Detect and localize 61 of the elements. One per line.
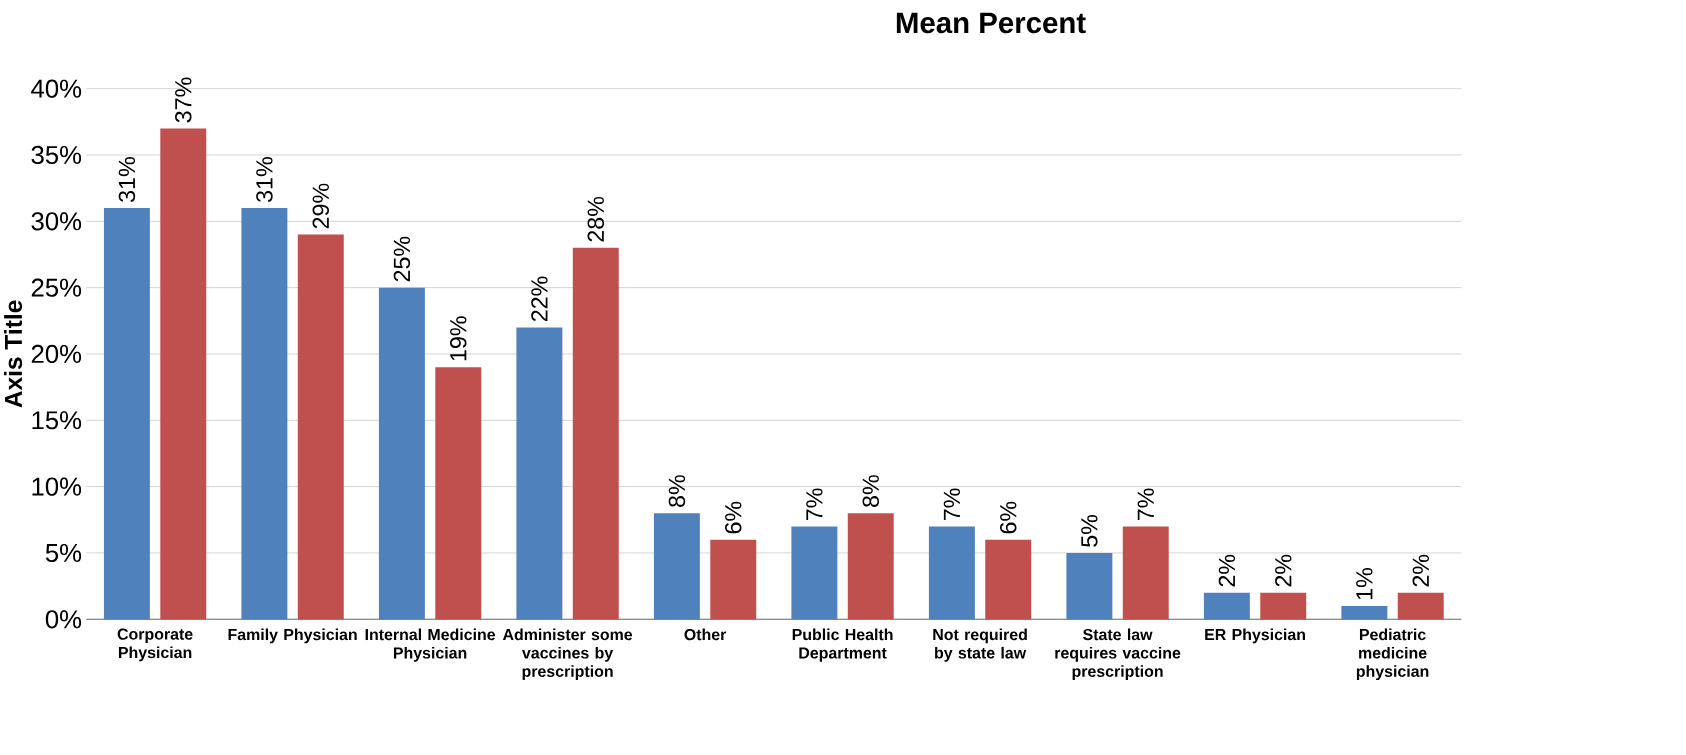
data-label: 5% bbox=[1081, 515, 1098, 548]
data-label: 31% bbox=[118, 157, 136, 203]
bar bbox=[572, 248, 619, 620]
data-label: 7% bbox=[1137, 488, 1154, 521]
x-tick-label: State law requires vaccine prescription bbox=[1055, 628, 1181, 681]
bar bbox=[928, 526, 975, 620]
y-tick-label: 20% bbox=[31, 345, 82, 364]
data-label: 2% bbox=[1275, 554, 1292, 587]
data-label: 2% bbox=[1412, 554, 1429, 587]
y-tick-label: 15% bbox=[32, 411, 82, 430]
y-tick-label: 10% bbox=[32, 477, 82, 496]
data-label: 19% bbox=[450, 316, 467, 361]
data-label: 8% bbox=[862, 475, 879, 508]
data-label: 8% bbox=[668, 475, 686, 508]
data-label: 22% bbox=[531, 276, 548, 322]
y-tick-label: 40% bbox=[31, 79, 82, 98]
x-tick-label: ER Physician bbox=[1205, 628, 1305, 644]
bar bbox=[985, 539, 1032, 620]
x-tick-label: Corporate Physician bbox=[117, 628, 193, 662]
x-tick-label: Other bbox=[684, 628, 727, 641]
bar bbox=[103, 208, 150, 620]
bar bbox=[653, 513, 700, 620]
data-label: 6% bbox=[1000, 501, 1017, 534]
y-tick-label: 30% bbox=[31, 212, 82, 231]
x-tick-label: Family Physician bbox=[228, 628, 357, 644]
chart-title: Mean Percent bbox=[896, 12, 1086, 34]
y-tick-label: 25% bbox=[31, 278, 82, 297]
data-label: 1% bbox=[1356, 568, 1373, 600]
data-label: 31% bbox=[256, 157, 273, 203]
bar bbox=[710, 539, 757, 620]
bar bbox=[1203, 592, 1250, 620]
bar bbox=[1122, 526, 1169, 620]
data-label: 37% bbox=[175, 77, 192, 123]
data-label: 28% bbox=[587, 197, 605, 242]
bar bbox=[378, 287, 425, 620]
data-label: 2% bbox=[1218, 554, 1236, 587]
bar bbox=[516, 327, 563, 620]
x-tick-label: Public Health Department bbox=[792, 628, 893, 662]
data-label: 25% bbox=[393, 236, 411, 282]
data-label: 7% bbox=[806, 488, 823, 521]
data-label: 6% bbox=[725, 501, 742, 534]
data-label: 7% bbox=[943, 488, 961, 521]
y-tick-label: 35% bbox=[31, 146, 82, 165]
bar bbox=[297, 234, 344, 620]
bar bbox=[435, 367, 482, 620]
x-tick-label: Pediatric medicine physician bbox=[1356, 628, 1429, 681]
bar bbox=[160, 128, 207, 620]
data-label: 29% bbox=[312, 183, 330, 229]
y-axis-title: Axis Title bbox=[4, 300, 23, 408]
y-tick-label: 0% bbox=[45, 610, 82, 629]
bar bbox=[241, 208, 288, 620]
x-tick-label: Not required by state law bbox=[933, 628, 1027, 662]
bar bbox=[791, 526, 838, 620]
bar bbox=[1260, 592, 1307, 620]
x-tick-label: Administer some vaccines by prescription bbox=[502, 628, 633, 681]
x-tick-label: Internal Medicine Physician bbox=[365, 628, 496, 662]
bar bbox=[1341, 606, 1388, 620]
bar bbox=[847, 513, 894, 620]
bar bbox=[1066, 553, 1113, 620]
bar bbox=[1397, 592, 1444, 620]
y-tick-label: 5% bbox=[45, 544, 82, 563]
